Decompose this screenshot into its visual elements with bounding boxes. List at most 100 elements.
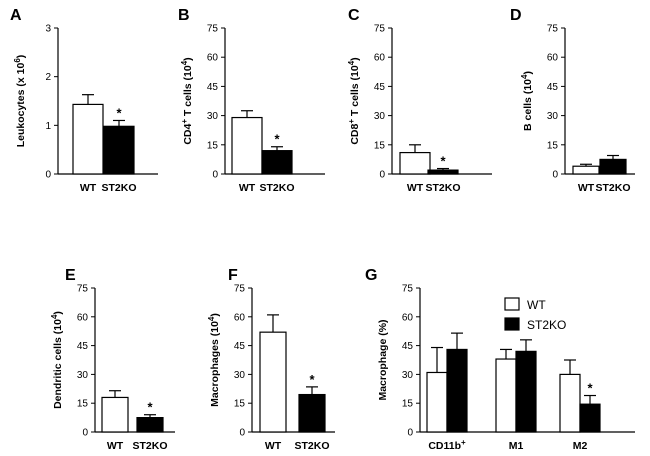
y-axis-label: B cells (104) — [520, 71, 535, 131]
significance-star: * — [587, 381, 593, 396]
panel-label: D — [510, 7, 522, 24]
panel-label: A — [10, 7, 22, 24]
y-tick-label: 60 — [207, 53, 219, 64]
significance-star: * — [116, 105, 122, 120]
bar-st2ko — [599, 158, 627, 175]
bar-wt — [72, 103, 104, 175]
x-tick-label: WT — [407, 182, 424, 194]
bar-st2ko — [261, 150, 293, 175]
significance-star: * — [440, 154, 446, 169]
bar-wt — [495, 358, 517, 433]
y-tick-label: 15 — [77, 399, 89, 410]
y-axis-label: Macrophages (104) — [207, 313, 222, 407]
y-tick-label: 0 — [82, 428, 88, 439]
significance-star: * — [309, 372, 315, 387]
y-tick-label: 75 — [234, 284, 246, 295]
y-tick-label: 75 — [207, 24, 219, 35]
bar-st2ko — [298, 393, 326, 433]
y-tick-label: 15 — [374, 140, 386, 151]
y-tick-label: 15 — [234, 399, 246, 410]
y-tick-label: 60 — [374, 53, 386, 64]
y-tick-label: 30 — [547, 111, 559, 122]
y-tick-label: 0 — [239, 428, 245, 439]
x-tick-label: WT — [578, 182, 595, 194]
bar-st2ko — [427, 169, 459, 175]
panel-label: G — [365, 267, 377, 284]
y-tick-label: 30 — [77, 370, 89, 381]
x-tick-label: CD11b+ — [428, 438, 466, 453]
panel-label: E — [65, 267, 76, 284]
bar-wt — [231, 116, 263, 175]
y-tick-label: 45 — [207, 82, 219, 93]
y-tick-label: 30 — [402, 370, 414, 381]
panel-b: B 0 15 30 45 60 75 CD4+ T cells (104) WT * ST2KO — [178, 7, 325, 194]
panel-label: C — [348, 7, 360, 24]
y-tick-label: 75 — [402, 284, 414, 295]
y-tick-label: 15 — [547, 140, 559, 151]
y-tick-label: 45 — [374, 82, 386, 93]
bar-st2ko — [579, 403, 601, 433]
x-tick-label: WT — [80, 182, 97, 194]
bar-st2ko — [136, 417, 164, 433]
y-tick-label: 0 — [45, 170, 51, 181]
x-tick-label: M2 — [573, 440, 588, 452]
y-tick-label: 45 — [402, 341, 414, 352]
legend-label: WT — [527, 298, 546, 312]
panel-label: F — [228, 267, 238, 284]
x-tick-label: ST2KO — [595, 182, 630, 194]
bar-wt — [399, 151, 431, 175]
panel-e: E 0 15 30 45 60 75 Dendritic cells (104) WT * ST2K… — [50, 267, 175, 452]
bar-wt — [259, 331, 287, 433]
panel-a: A 0 1 2 3 Leukocytes (x 106) WT * ST2KO — [10, 7, 158, 194]
y-axis-label: CD4+ T cells (104) — [180, 57, 195, 144]
y-axis-label: Dendritic cells (104) — [50, 311, 65, 409]
x-tick-label: WT — [239, 182, 256, 194]
y-tick-label: 0 — [552, 170, 558, 181]
x-tick-label: ST2KO — [101, 182, 136, 194]
x-tick-label: ST2KO — [425, 182, 460, 194]
y-tick-label: 60 — [77, 312, 89, 323]
y-tick-label: 45 — [77, 341, 89, 352]
y-tick-label: 45 — [547, 82, 559, 93]
x-tick-label: WT — [265, 440, 282, 452]
y-tick-label: 15 — [207, 140, 219, 151]
x-tick-label: ST2KO — [259, 182, 294, 194]
y-axis-label: Macrophage (%) — [377, 319, 389, 400]
panel-d: D 0 15 30 45 60 75 B cells (104) WT ST2KO — [510, 7, 635, 194]
bar-st2ko — [446, 348, 468, 433]
bar-st2ko — [103, 125, 135, 175]
y-tick-label: 75 — [374, 24, 386, 35]
y-tick-label: 60 — [234, 312, 246, 323]
y-tick-label: 2 — [45, 72, 51, 83]
panel-f: F 0 15 30 45 60 75 Macrophages (104) WT * ST2KO — [207, 267, 335, 452]
bar-wt — [101, 396, 129, 433]
y-tick-label: 75 — [547, 24, 559, 35]
bar-wt — [559, 373, 581, 433]
legend: WT ST2KO — [504, 297, 566, 332]
y-tick-label: 0 — [379, 170, 385, 181]
y-tick-label: 30 — [374, 111, 386, 122]
x-tick-label: M1 — [509, 440, 524, 452]
panel-g: G 0 15 30 45 60 75 Macrophage (%) CD11b+ M1 * M2 WT S… — [365, 267, 635, 452]
y-tick-label: 60 — [402, 312, 414, 323]
y-tick-label: 15 — [402, 399, 414, 410]
significance-star: * — [274, 132, 280, 147]
y-tick-label: 3 — [45, 24, 51, 35]
y-tick-label: 45 — [234, 341, 246, 352]
y-tick-label: 0 — [407, 428, 413, 439]
x-tick-label: ST2KO — [294, 440, 329, 452]
y-axis-label: CD8+ T cells (104) — [347, 57, 362, 144]
legend-label: ST2KO — [527, 318, 566, 332]
y-tick-label: 30 — [207, 111, 219, 122]
panel-label: B — [178, 7, 190, 24]
y-tick-label: 60 — [547, 53, 559, 64]
panel-c: C 0 15 30 45 60 75 CD8+ T cells (104) WT * ST2KO — [347, 7, 492, 194]
significance-star: * — [147, 400, 153, 415]
y-tick-label: 0 — [212, 170, 218, 181]
y-tick-label: 75 — [77, 284, 89, 295]
y-axis-label: Leukocytes (x 106) — [13, 55, 28, 148]
x-tick-label: ST2KO — [132, 440, 167, 452]
bar-wt — [572, 165, 600, 175]
y-tick-label: 30 — [234, 370, 246, 381]
